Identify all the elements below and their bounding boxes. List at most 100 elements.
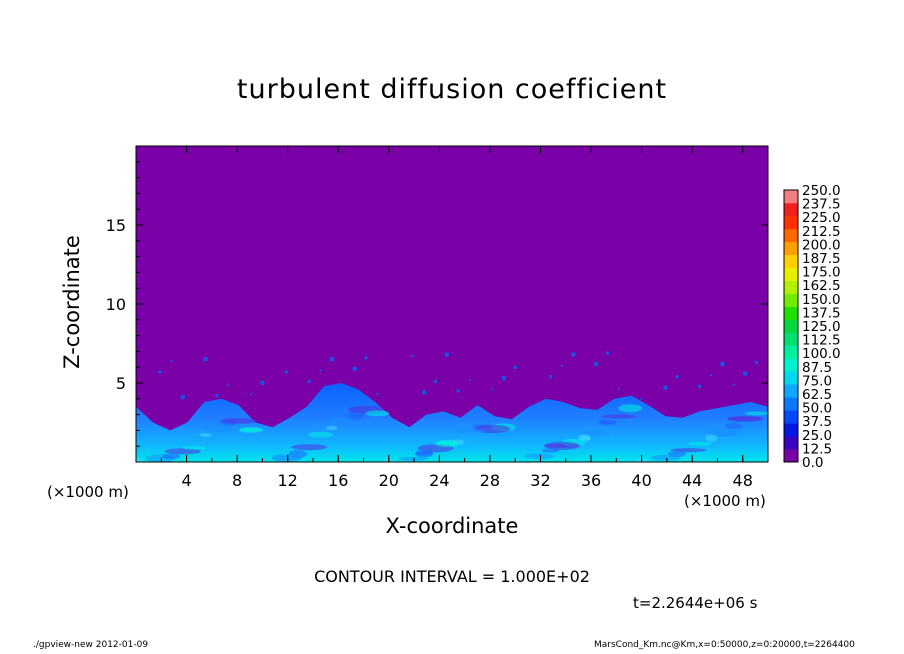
turbulence-streak bbox=[600, 414, 637, 419]
turbulence-streak bbox=[544, 441, 580, 450]
scattered-cell bbox=[697, 384, 702, 389]
colorbar: 0.012.525.037.550.062.575.087.5100.0112.… bbox=[783, 183, 841, 471]
footer-source-label: MarsCond_Km.nc@Km,x=0:50000,z=0:20000,t=… bbox=[594, 640, 855, 650]
scattered-cell bbox=[227, 383, 230, 386]
turbulence-streak bbox=[598, 420, 617, 425]
turbulence-streak bbox=[415, 449, 434, 458]
scattered-cell bbox=[548, 374, 553, 379]
colorbar-level-label: 87.5 bbox=[802, 360, 832, 376]
colorbar-level-label: 175.0 bbox=[802, 265, 841, 281]
colorbar-level-label: 137.5 bbox=[802, 305, 841, 321]
turbulence-streak bbox=[308, 431, 333, 438]
scattered-cell bbox=[284, 370, 289, 374]
turbulence-streak bbox=[727, 416, 764, 421]
turbulence-streak bbox=[164, 448, 201, 455]
scattered-cell bbox=[260, 380, 265, 386]
turbulence-streak bbox=[578, 434, 591, 441]
colorbar-swatch bbox=[784, 449, 798, 463]
turbulence-streak bbox=[162, 453, 181, 460]
x-tick-label: 4 bbox=[181, 471, 191, 490]
colorbar-swatch bbox=[784, 319, 798, 333]
turbulence-streak bbox=[670, 448, 707, 453]
colorbar-level-label: 250.0 bbox=[802, 183, 841, 199]
colorbar-level-label: 62.5 bbox=[802, 387, 832, 403]
colorbar-swatch bbox=[784, 306, 798, 320]
scattered-cell bbox=[663, 385, 668, 391]
scattered-cell bbox=[501, 375, 507, 381]
colorbar-level-label: 0.0 bbox=[802, 455, 823, 471]
scattered-cell bbox=[456, 389, 461, 393]
scattered-cell bbox=[513, 365, 517, 370]
colorbar-swatch bbox=[784, 254, 798, 269]
turbulence-streak bbox=[524, 453, 555, 460]
turbulence-streak bbox=[707, 430, 738, 436]
y-axis: 5 10 15 bbox=[106, 161, 768, 447]
scattered-cell bbox=[158, 370, 162, 374]
turbulence-streak bbox=[201, 423, 232, 432]
scattered-cell bbox=[376, 392, 379, 396]
colorbar-frame bbox=[783, 189, 799, 463]
turbulence-streak bbox=[345, 412, 364, 421]
colorbar-level-label: 50.0 bbox=[802, 401, 832, 417]
scattered-cell bbox=[468, 378, 471, 381]
time-label: t=2.2644e+06 s bbox=[633, 594, 758, 612]
colorbar-level-label: 200.0 bbox=[802, 237, 841, 253]
scattered-cell bbox=[570, 352, 576, 357]
colorbar-swatch bbox=[784, 345, 798, 359]
y-tick-label: 15 bbox=[106, 216, 126, 235]
turbulence-streak bbox=[397, 456, 428, 461]
colorbar-level-label: 112.5 bbox=[802, 333, 841, 349]
x-tick-label: 16 bbox=[328, 471, 348, 490]
turbulence-streak bbox=[239, 428, 263, 432]
turbulence-streak bbox=[271, 454, 302, 462]
turbulence-streak bbox=[325, 425, 338, 430]
footer-program-label: ./gpview-new 2012-01-09 bbox=[33, 640, 149, 650]
turbulence-streak bbox=[182, 445, 207, 450]
x-tick-label: 48 bbox=[733, 471, 753, 490]
colorbar-level-label: 12.5 bbox=[802, 441, 832, 457]
colorbar-level-label: 150.0 bbox=[802, 292, 841, 308]
colorbar-level-label: 125.0 bbox=[802, 319, 841, 335]
colorbar-swatch bbox=[784, 280, 798, 294]
turbulence-streak bbox=[744, 411, 768, 416]
colorbar-level-label: 100.0 bbox=[802, 346, 841, 362]
scattered-cell bbox=[732, 383, 736, 386]
colorbar-level-label: 212.5 bbox=[802, 224, 841, 240]
scattered-cell bbox=[617, 388, 620, 391]
colorbar-level-label: 162.5 bbox=[802, 278, 841, 294]
colorbar-swatch bbox=[784, 436, 798, 450]
colorbar-swatch bbox=[784, 371, 798, 385]
x-tick-label: 12 bbox=[278, 471, 298, 490]
turbulence-streak bbox=[724, 423, 743, 430]
x-unit-right: (×1000 m) bbox=[684, 492, 766, 510]
scattered-cell bbox=[605, 351, 610, 355]
y-tick-label: 5 bbox=[116, 374, 126, 393]
y-tick-label: 10 bbox=[106, 295, 126, 314]
scattered-cell bbox=[329, 356, 335, 362]
x-tick-label: 40 bbox=[631, 471, 651, 490]
turbulence-streak bbox=[365, 410, 390, 417]
colorbar-level-label: 225.0 bbox=[802, 210, 841, 226]
scattered-cell bbox=[203, 356, 208, 362]
colorbar-level-label: 237.5 bbox=[802, 197, 841, 213]
x-tick-label: 24 bbox=[429, 471, 449, 490]
scattered-cell bbox=[593, 361, 599, 367]
colorbar-swatch bbox=[784, 332, 798, 346]
x-tick-label: 28 bbox=[480, 471, 500, 490]
x-tick-label: 20 bbox=[379, 471, 399, 490]
scattered-cell bbox=[307, 379, 312, 384]
x-tick-label: 32 bbox=[530, 471, 550, 490]
turbulence-streak bbox=[650, 454, 681, 461]
scattered-cell bbox=[433, 379, 438, 384]
scattered-cell bbox=[754, 360, 759, 365]
scattered-cell bbox=[640, 397, 643, 400]
turbulence-streak bbox=[291, 444, 328, 451]
x-tick-label: 36 bbox=[581, 471, 601, 490]
colorbar-swatch bbox=[784, 241, 798, 256]
turbulence-streak bbox=[618, 404, 643, 413]
contour-interval-label: CONTOUR INTERVAL = 1.000E+02 bbox=[314, 567, 590, 586]
scattered-cell bbox=[709, 373, 713, 377]
colorbar-level-label: 37.5 bbox=[802, 414, 832, 430]
colorbar-level-label: 75.0 bbox=[802, 373, 832, 389]
